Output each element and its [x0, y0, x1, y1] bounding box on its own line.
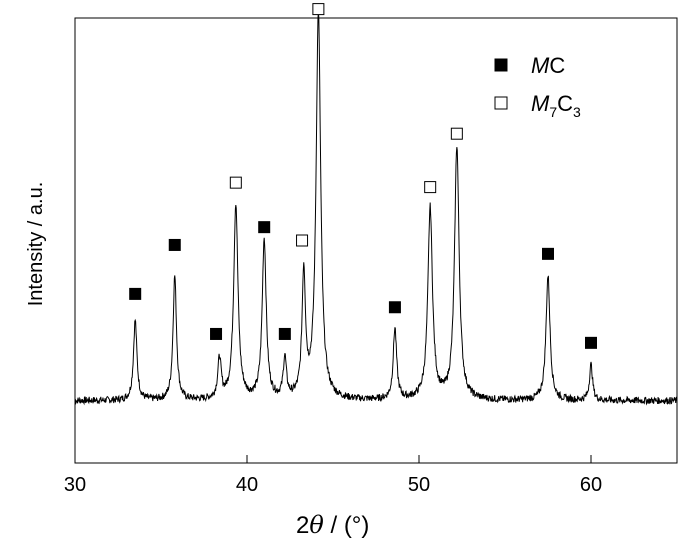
mc-peak-marker — [278, 327, 291, 340]
mc-peak-marker — [542, 247, 554, 260]
mc-peak-marker — [585, 336, 597, 349]
mc-peak-marker — [168, 238, 181, 251]
mc-peak-marker — [210, 327, 223, 340]
x-tick-label: 30 — [64, 474, 86, 496]
x-axis-label-unit: / (°) — [324, 512, 370, 539]
m7c3-peak-marker — [312, 3, 325, 16]
x-axis-label: 2θ / (°) — [296, 511, 369, 539]
x-tick-label: 40 — [236, 474, 258, 496]
legend: MC M7C3 — [494, 53, 581, 120]
m7c3-peak-marker — [296, 234, 309, 247]
m7c3-peak-marker — [229, 176, 242, 189]
mc-peak-marker — [129, 287, 142, 300]
x-axis-ticks: 30 40 50 60 — [64, 455, 602, 496]
m7c3-peak-marker — [424, 181, 437, 194]
x-tick-label: 50 — [408, 474, 430, 496]
plot-area-border — [74, 17, 678, 464]
legend-marker-mc — [494, 58, 508, 72]
y-axis-label: Intensity / a.u. — [25, 182, 47, 307]
diffraction-trace — [74, 12, 678, 406]
mc-peak-marker — [258, 221, 271, 234]
m7c3-peak-marker — [450, 127, 463, 140]
mc-peak-marker — [388, 301, 401, 314]
legend-label-m7c3: M7C3 — [531, 91, 581, 120]
x-axis-label-prefix: 2 — [296, 512, 309, 539]
legend-marker-m7c3 — [494, 96, 508, 110]
legend-label-mc: MC — [531, 53, 565, 78]
plot-frame — [74, 17, 678, 464]
x-tick-label: 60 — [580, 474, 602, 496]
phase-markers — [129, 3, 597, 349]
x-axis-label-theta: θ — [309, 511, 324, 539]
